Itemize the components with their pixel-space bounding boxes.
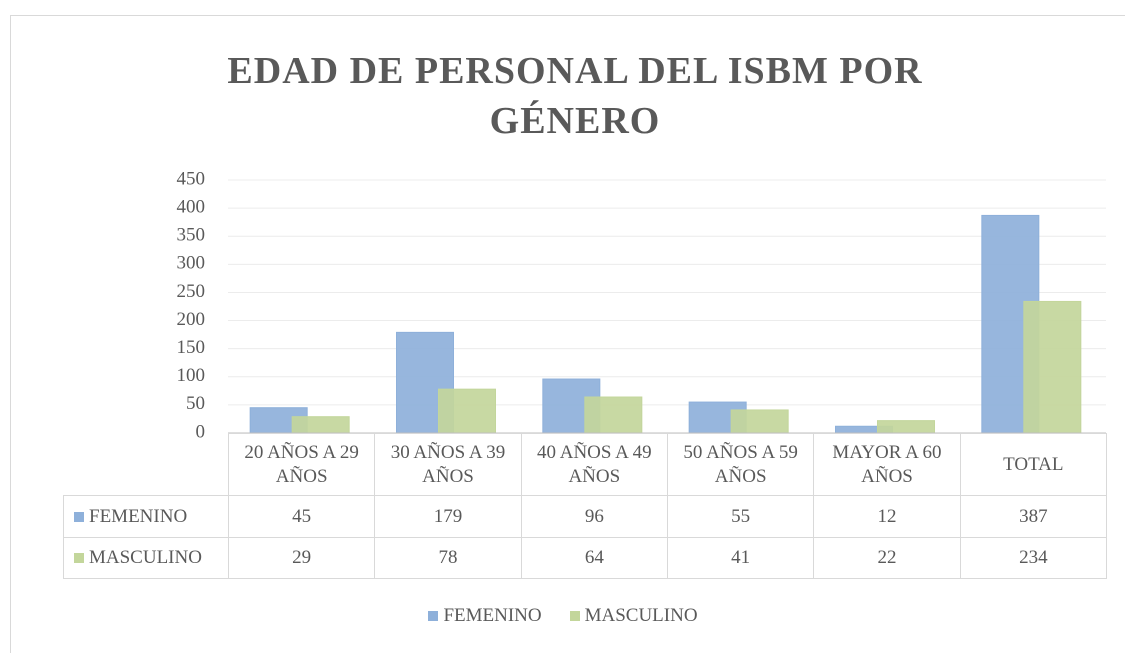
- table-row-header: FEMENINO: [63, 495, 229, 538]
- table-value: 387: [959, 495, 1107, 538]
- x-tick-label: 20 AÑOS A 29 AÑOS: [228, 433, 376, 496]
- table-value: 29: [228, 537, 376, 579]
- legend-key: [74, 553, 84, 563]
- x-tick-label: 50 AÑOS A 59 AÑOS: [667, 433, 815, 496]
- x-tick-label: 30 AÑOS A 39 AÑOS: [374, 433, 522, 496]
- y-tick-label: 150: [177, 337, 206, 358]
- chart-frame: [10, 15, 1125, 653]
- y-tick-label: 400: [177, 196, 206, 217]
- table-value: 55: [667, 495, 815, 538]
- table-value: 179: [374, 495, 522, 538]
- chart-title: EDAD DE PERSONAL DEL ISBM POR GÉNERO: [227, 50, 923, 142]
- table-value: 64: [520, 537, 668, 579]
- y-tick-label: 250: [177, 281, 206, 302]
- y-tick-label: 200: [177, 309, 206, 330]
- bar: [730, 409, 789, 434]
- table-value: 96: [520, 495, 668, 538]
- bar: [584, 396, 643, 434]
- legend-label: MASCULINO: [584, 605, 698, 626]
- legend-item: MASCULINO: [569, 605, 698, 627]
- y-tick-label: 350: [177, 225, 206, 246]
- y-tick-label: 50: [186, 393, 205, 414]
- y-tick-label: 100: [177, 365, 206, 386]
- y-tick-label: 300: [177, 253, 206, 274]
- legend-key: [569, 611, 580, 621]
- bar: [291, 416, 350, 434]
- x-tick-label: 40 AÑOS A 49 AÑOS: [520, 433, 668, 496]
- bar: [1023, 300, 1082, 434]
- legend-label: FEMENINO: [443, 605, 542, 626]
- table-value: 12: [813, 495, 961, 538]
- bar: [877, 420, 935, 434]
- legend-key: [428, 611, 439, 621]
- y-tick-label: 0: [196, 421, 206, 442]
- legend: FEMENINO MASCULINO: [0, 605, 1126, 627]
- legend-item: FEMENINO: [428, 605, 542, 627]
- table-value: 22: [813, 537, 961, 579]
- table-value: 234: [959, 537, 1107, 579]
- x-tick-label: TOTAL: [959, 433, 1107, 496]
- table-row-header: MASCULINO: [63, 537, 229, 579]
- bar: [438, 388, 496, 434]
- y-tick-label: 450: [177, 168, 206, 189]
- table-value: 78: [374, 537, 522, 579]
- table-value: 41: [667, 537, 815, 579]
- series-name: FEMENINO: [89, 505, 188, 527]
- table-value: 45: [228, 495, 376, 538]
- series-name: MASCULINO: [89, 547, 202, 568]
- legend-key: [74, 511, 84, 522]
- x-tick-label: MAYOR A 60 AÑOS: [813, 433, 961, 496]
